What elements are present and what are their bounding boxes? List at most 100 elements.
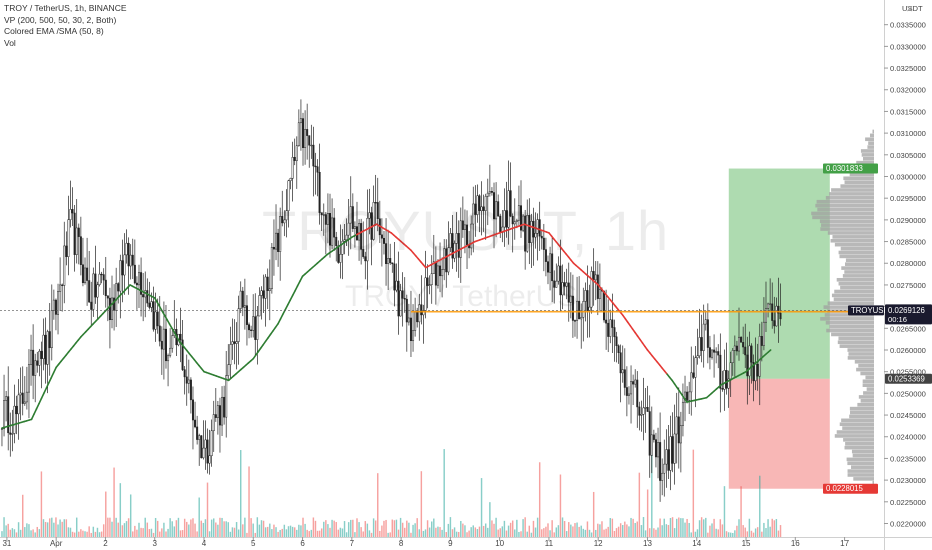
volume-bar (696, 529, 699, 537)
vp-bar (860, 399, 874, 403)
volume-bar (642, 517, 645, 537)
candle-down (196, 426, 199, 440)
candle-up (681, 401, 684, 426)
candle-down (746, 354, 749, 377)
volume-bar (325, 520, 327, 537)
volume-bar (487, 527, 489, 537)
candle-down (773, 320, 776, 327)
candle-down (108, 297, 111, 321)
candle-down (708, 347, 711, 358)
candle-up (754, 364, 757, 382)
volume-bar (466, 532, 468, 537)
candle-down (335, 236, 338, 246)
ma-segment (277, 318, 282, 325)
candle-down (181, 339, 184, 370)
candle-down (648, 411, 651, 456)
volume-bar (61, 521, 63, 537)
volume-bar (129, 494, 132, 537)
candle-down (146, 290, 149, 304)
candle-down (744, 346, 747, 356)
volume-bar (206, 482, 209, 537)
candle-up (225, 375, 228, 418)
volume-bar (470, 527, 472, 537)
vp-bar (827, 231, 874, 235)
volume-bar (179, 530, 182, 537)
vp-bar (846, 457, 874, 462)
time-tick-label: 31 (2, 539, 11, 548)
volume-bar (186, 521, 188, 537)
candle-down (233, 341, 236, 344)
target-price-badge: 0.0301833 (823, 163, 878, 174)
close-icon[interactable]: ✕ (906, 4, 914, 14)
volume-bar (619, 523, 622, 537)
price-tick-label: 0.0240000 (890, 433, 926, 442)
vp-bar (840, 246, 874, 251)
volume-bar (717, 529, 719, 537)
candle-up (279, 216, 282, 252)
volume-bar (362, 531, 364, 537)
legend-volume[interactable]: Vol (4, 37, 16, 48)
volume-bar (273, 524, 275, 537)
candle-down (528, 215, 531, 243)
time-tick-label: 6 (300, 539, 305, 548)
time-tick-label: 16 (791, 539, 800, 548)
price-tick-label: 0.0290000 (890, 216, 926, 225)
volume-bar (215, 522, 217, 537)
candle-down (389, 258, 392, 264)
candle-up (727, 378, 730, 389)
ma-segment (43, 387, 48, 395)
candle-up (331, 217, 334, 246)
vp-bar (849, 414, 874, 419)
candle-up (349, 206, 352, 224)
volume-bar (323, 521, 325, 537)
vp-bar (831, 332, 874, 337)
volume-bar (177, 517, 180, 537)
candle-up (412, 330, 415, 342)
legend-symbol[interactable]: TROY / TetherUS, 1h, BINANCE (4, 3, 127, 13)
price-tick-label: 0.0315000 (890, 107, 926, 116)
candle-up (154, 311, 157, 330)
vp-bar (820, 317, 874, 321)
volume-bar (389, 532, 391, 537)
legend-volume-profile[interactable]: VP (200, 500, 50, 30, 2, Both) (4, 14, 117, 25)
candle-down (779, 312, 782, 320)
volume-bar (509, 522, 512, 537)
volume-bar (237, 529, 240, 537)
vp-bar (811, 211, 874, 216)
candle-down (44, 334, 47, 365)
ma-segment (173, 331, 178, 338)
volume-bar (69, 527, 72, 537)
legend-ema-sma[interactable]: Colored EMA /SMA (50, 8) (4, 26, 104, 36)
volume-bar (335, 522, 337, 537)
volume-bar (262, 520, 265, 537)
volume-bar (491, 520, 493, 537)
last-price-text: 0.0269126 (888, 306, 925, 315)
volume-bar (638, 472, 641, 537)
volume-bar (640, 525, 643, 537)
candle-down (461, 220, 464, 230)
volume-bar (482, 525, 485, 537)
price-tick-label: 0.0245000 (890, 411, 926, 420)
volume-bar (163, 522, 165, 537)
volume-bar (287, 526, 290, 537)
candle-down (393, 263, 396, 291)
volume-bar (28, 524, 30, 537)
candle-up (92, 273, 95, 310)
candle-down (457, 233, 460, 258)
volume-bar (48, 518, 51, 537)
candle-down (324, 214, 327, 225)
volume-bar (26, 523, 28, 537)
entry-price-badge-text: 0.0253369 (888, 374, 925, 383)
candle-down (667, 449, 670, 471)
volume-bar (316, 530, 319, 537)
symbol-badge: TROYUSDT (848, 305, 894, 316)
volume-bar (522, 519, 524, 537)
volume-bar (665, 524, 668, 537)
candle-down (713, 349, 716, 353)
price-tick-label: 0.0220000 (890, 519, 926, 528)
volume-bar (71, 531, 74, 537)
volume-bar (661, 525, 663, 537)
candle-down (127, 242, 130, 267)
candle-down (337, 245, 340, 263)
